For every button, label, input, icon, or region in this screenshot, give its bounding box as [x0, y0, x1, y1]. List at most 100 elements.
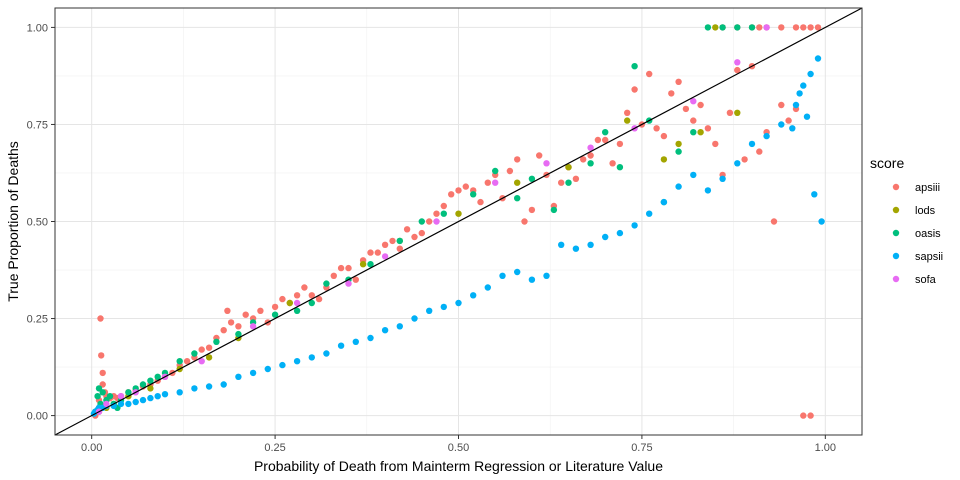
identity-reference-line — [54, 7, 863, 436]
point-sapsii — [499, 272, 506, 279]
point-sapsii — [176, 389, 183, 396]
point-apsiii — [792, 24, 800, 31]
point-lods — [565, 164, 572, 171]
point-lods — [712, 24, 719, 31]
point-lods — [359, 261, 367, 268]
y-axis-ticks: 0.00 0.25 0.50 0.75 1.00 — [27, 22, 55, 423]
point-sapsii — [470, 292, 477, 299]
point-apsiii — [403, 226, 411, 233]
point-oasis — [418, 218, 425, 225]
point-apsiii — [367, 249, 374, 256]
point-sapsii — [789, 125, 796, 132]
point-sofa — [763, 24, 770, 31]
point-sapsii — [558, 241, 565, 248]
point-sapsii — [811, 191, 818, 198]
point-sofa — [198, 358, 205, 365]
x-tick-label: 0.75 — [631, 442, 652, 454]
point-oasis — [293, 307, 301, 314]
point-oasis — [271, 311, 279, 318]
point-sofa — [249, 323, 257, 330]
point-sofa — [345, 280, 352, 287]
point-apsiii — [704, 125, 712, 132]
point-oasis — [616, 164, 624, 171]
point-sapsii — [616, 229, 624, 237]
point-sapsii — [249, 369, 257, 377]
point-apsiii — [374, 249, 381, 256]
point-sapsii — [734, 160, 741, 167]
point-oasis — [213, 338, 220, 345]
point-sapsii — [803, 113, 811, 120]
legend-label-sofa: sofa — [915, 274, 937, 286]
point-apsiii — [587, 152, 594, 159]
y-tick-label: 1.00 — [27, 22, 48, 34]
point-oasis — [154, 373, 161, 380]
point-sapsii — [381, 327, 389, 334]
point-apsiii — [97, 315, 104, 322]
point-oasis — [565, 179, 572, 186]
point-apsiii — [198, 346, 205, 353]
point-apsiii — [660, 132, 668, 140]
point-apsiii — [756, 148, 763, 155]
point-apsiii — [690, 117, 697, 124]
point-oasis — [235, 330, 242, 338]
point-sapsii — [796, 90, 803, 97]
point-apsiii — [514, 156, 521, 163]
point-sapsii — [308, 354, 315, 361]
point-apsiii — [440, 202, 447, 210]
point-sapsii — [426, 307, 433, 314]
point-apsiii — [242, 311, 249, 318]
point-apsiii — [646, 70, 653, 78]
point-sofa — [381, 253, 389, 260]
point-sapsii — [675, 183, 682, 190]
point-sapsii — [763, 132, 770, 140]
point-apsiii — [800, 24, 807, 31]
point-apsiii — [602, 136, 609, 144]
point-apsiii — [315, 295, 323, 303]
point-apsiii — [807, 24, 814, 31]
point-oasis — [367, 261, 374, 268]
point-apsiii — [389, 237, 396, 245]
point-sapsii — [814, 55, 822, 62]
point-apsiii — [778, 101, 785, 109]
point-sapsii — [279, 361, 286, 369]
point-sapsii — [719, 175, 726, 182]
point-oasis — [139, 381, 147, 388]
point-apsiii — [411, 233, 418, 241]
y-axis-title: True Proportion of Deaths — [5, 141, 21, 302]
point-oasis — [492, 167, 499, 175]
point-apsiii — [807, 412, 814, 419]
point-oasis — [587, 160, 594, 167]
point-apsiii — [506, 167, 514, 175]
point-lods — [455, 210, 462, 217]
point-apsiii — [381, 241, 389, 248]
point-oasis — [631, 62, 638, 70]
point-lods — [734, 109, 741, 117]
point-sapsii — [818, 218, 825, 225]
point-apsiii — [330, 272, 337, 279]
point-lods — [675, 140, 682, 148]
point-sapsii — [161, 391, 169, 398]
point-lods — [205, 354, 213, 361]
point-sapsii — [352, 338, 359, 345]
point-sapsii — [139, 396, 147, 404]
point-sapsii — [220, 381, 227, 388]
point-sofa — [690, 98, 697, 105]
point-apsiii — [756, 24, 763, 31]
x-tick-label: 0.50 — [448, 442, 469, 454]
point-apsiii — [279, 295, 286, 303]
point-oasis — [308, 299, 315, 307]
legend-label-sapsii: sapsii — [915, 251, 943, 263]
point-sapsii — [264, 365, 271, 373]
point-apsiii — [778, 24, 785, 31]
point-sofa — [587, 144, 594, 151]
point-apsiii — [433, 210, 440, 217]
point-apsiii — [726, 109, 734, 117]
point-oasis — [191, 350, 198, 357]
point-sofa — [734, 59, 741, 66]
point-apsiii — [484, 179, 491, 186]
legend-key-oasis — [892, 229, 900, 237]
point-apsiii — [98, 352, 105, 359]
point-sapsii — [337, 342, 345, 349]
point-sapsii — [367, 334, 374, 342]
